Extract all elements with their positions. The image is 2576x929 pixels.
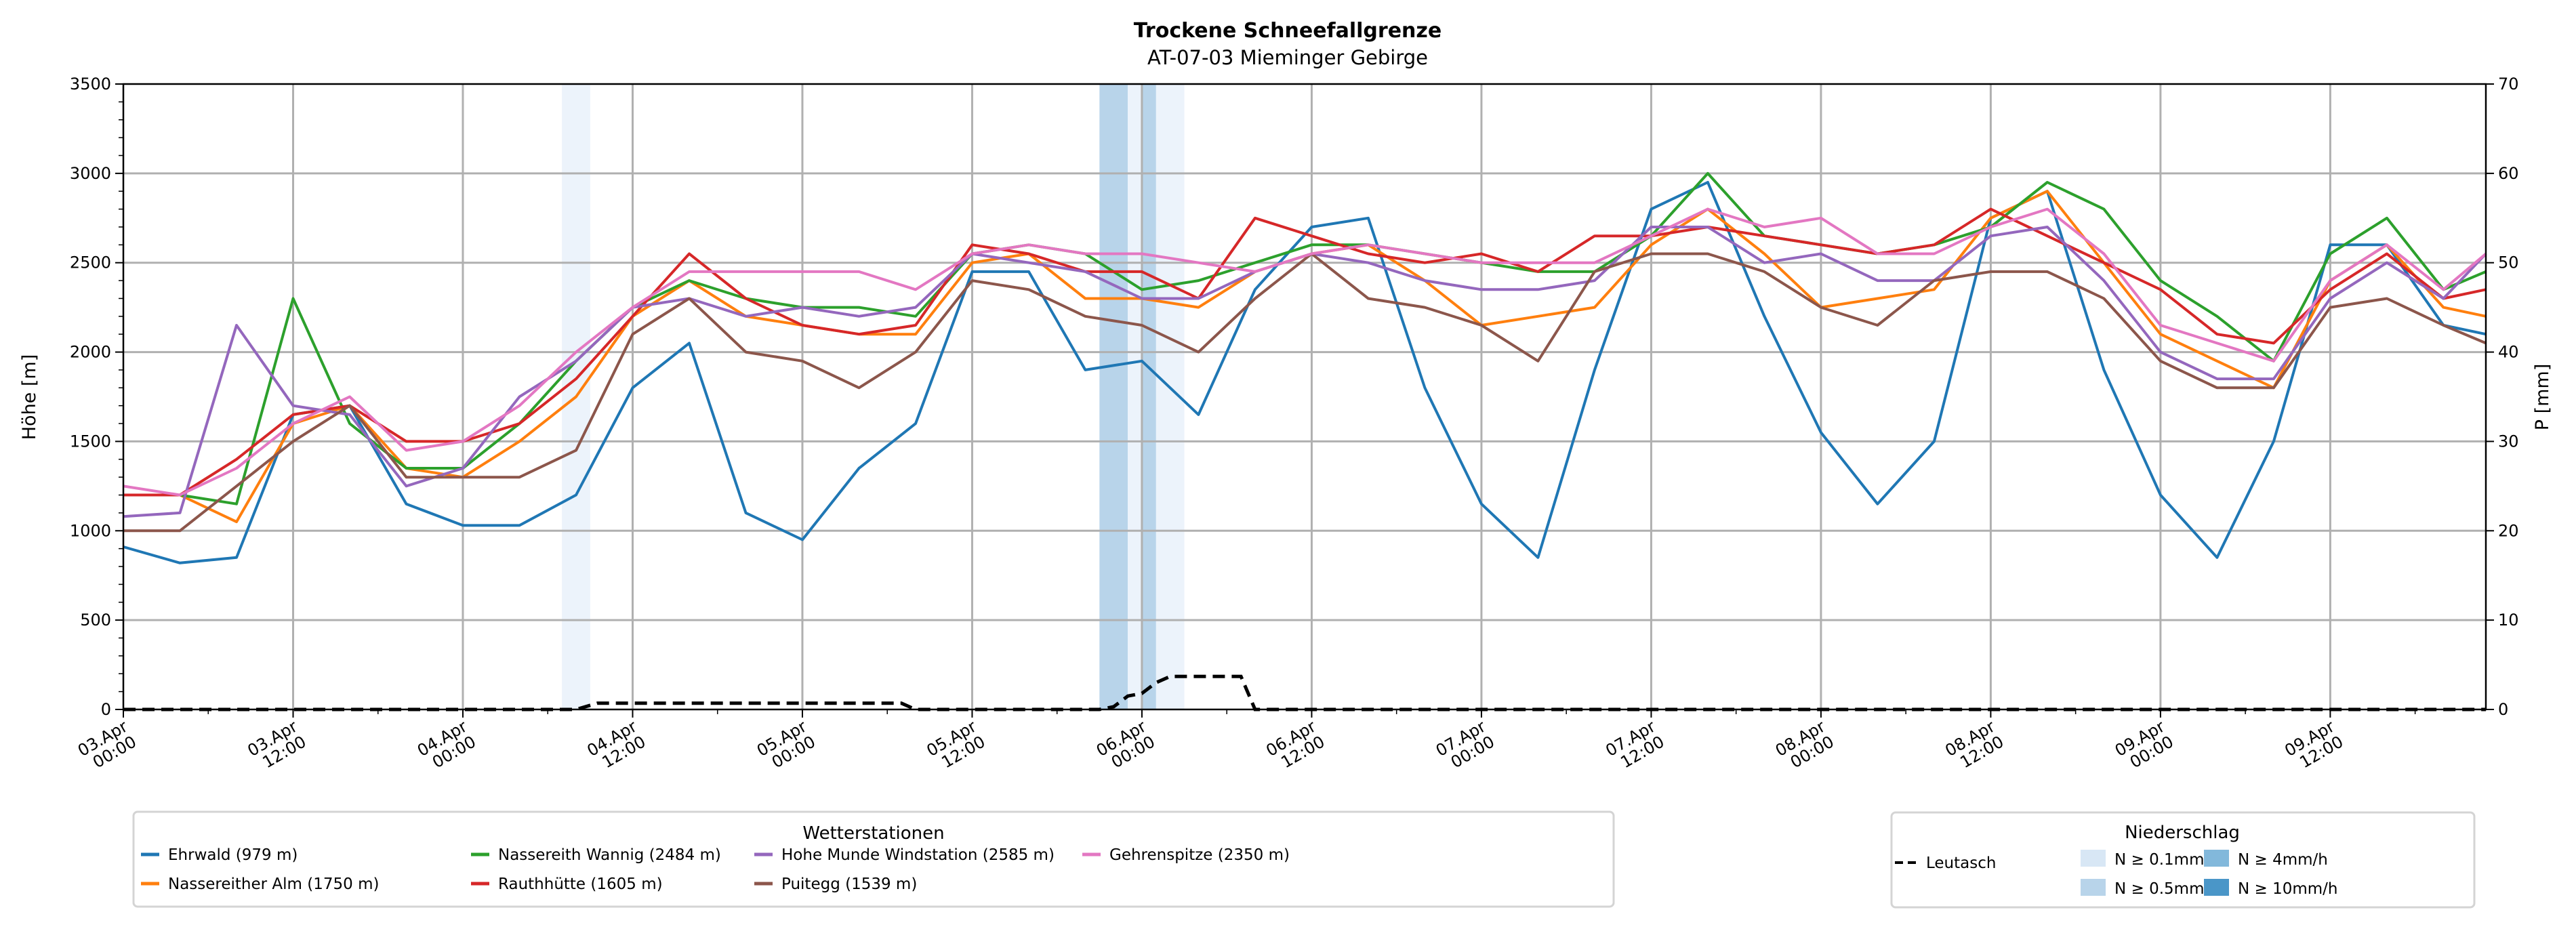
y2-tick-label: 70: [2498, 75, 2519, 94]
x-tick-label: 09.Apr00:00: [2112, 717, 2177, 776]
legend-label: Ehrwald (979 m): [168, 846, 298, 864]
y2-tick-label: 40: [2498, 343, 2519, 362]
legend-precip: Niederschlag Leutasch N ≥ 0.1mm/h N ≥ 0.5…: [1890, 811, 2476, 909]
series-line: [123, 207, 2487, 497]
y-axis-label: Höhe [m]: [19, 354, 40, 440]
y-tick-label: 2000: [70, 343, 111, 362]
precip-bands: [562, 84, 1185, 709]
y-tick-label: 500: [80, 611, 111, 629]
precip-line-leutasch: [123, 674, 2486, 711]
legend-precip-label: N ≥ 0.1mm/h: [2114, 851, 2220, 869]
series-line: [123, 190, 2487, 524]
x-tick-label: 06.Apr00:00: [1093, 717, 1158, 776]
y-tick-label: 0: [101, 700, 111, 719]
y2-tick-label: 20: [2498, 521, 2519, 540]
series-line: [123, 252, 2487, 533]
chart-subtitle: AT-07-03 Mieminger Gebirge: [1147, 46, 1428, 69]
y2-axis-label: P [mm]: [2532, 364, 2553, 431]
legend-label: Gehrenspitze (2350 m): [1109, 846, 1290, 864]
axes: 0 500 1000 1500 2000 2500 3000 3500 0 10 20 30 40 50 6…: [70, 75, 2519, 776]
legend-label: Hohe Munde Windstation (2585 m): [781, 846, 1055, 864]
grid-lines: [123, 84, 2486, 709]
y2-tick-label: 10: [2498, 611, 2519, 629]
legend-stations: Wetterstationen Ehrwald (979 m) Nassereit…: [132, 810, 1615, 908]
y2-tick-label: 50: [2498, 253, 2519, 272]
y2-tick-label: 60: [2498, 164, 2519, 183]
series-lines: [123, 171, 2487, 564]
legend-stations-title: Wetterstationen: [802, 823, 944, 844]
y-tick-label: 2500: [70, 253, 111, 272]
y2-tick-label: 30: [2498, 432, 2519, 451]
legend-label: Rauthhütte (1605 m): [498, 875, 663, 893]
x-tick-label: 07.Apr00:00: [1433, 717, 1498, 776]
precip-band: [1128, 84, 1142, 709]
legend-precip-label: N ≥ 10mm/h: [2238, 880, 2338, 898]
x-tick-label: 04.Apr12:00: [584, 717, 649, 776]
x-tick-label: 03.Apr00:00: [75, 717, 140, 776]
precip-line: [123, 674, 2486, 711]
legend-label: Nassereith Wannig (2484 m): [498, 846, 721, 864]
legend-precip-label: N ≥ 4mm/h: [2238, 851, 2328, 869]
legend-precip-swatch: [2204, 879, 2229, 896]
y-tick-label: 3000: [70, 164, 111, 183]
legend-precip-swatch: [2204, 850, 2229, 867]
chart-title: Trockene Schneefallgrenze: [1134, 19, 1442, 43]
legend-leutasch-label: Leutasch: [1926, 854, 1996, 872]
x-tick-label: 04.Apr00:00: [414, 717, 479, 776]
legend-precip-swatch: [2081, 850, 2106, 867]
x-tick-label: 09.Apr12:00: [2281, 717, 2346, 776]
y-tick-label: 3500: [70, 75, 111, 94]
legend-label: Nassereither Alm (1750 m): [168, 875, 379, 893]
y-tick-label: 1000: [70, 521, 111, 540]
precip-band: [1141, 84, 1156, 709]
x-tick-label: 08.Apr00:00: [1772, 717, 1837, 776]
x-tick-label: 08.Apr12:00: [1942, 717, 2007, 776]
legend-precip-title: Niederschlag: [2125, 823, 2240, 843]
legend-precip-swatch: [2081, 879, 2106, 896]
x-tick-label: 03.Apr12:00: [244, 717, 309, 776]
y2-tick-label: 0: [2498, 700, 2508, 719]
legend-label: Puitegg (1539 m): [781, 875, 917, 893]
x-tick-label: 06.Apr12:00: [1263, 717, 1328, 776]
plot-frame: [122, 83, 2487, 711]
series-line: [123, 181, 2487, 564]
x-tick-label: 05.Apr12:00: [923, 717, 988, 776]
y-tick-label: 1500: [70, 432, 111, 451]
series-line: [123, 226, 2487, 518]
precip-band: [1099, 84, 1128, 709]
x-tick-label: 05.Apr00:00: [754, 717, 819, 776]
series-line: [123, 171, 2487, 505]
x-tick-label: 07.Apr12:00: [1602, 717, 1667, 776]
series-line: [123, 207, 2487, 497]
legend-precip-label: N ≥ 0.5mm/h: [2114, 880, 2220, 898]
